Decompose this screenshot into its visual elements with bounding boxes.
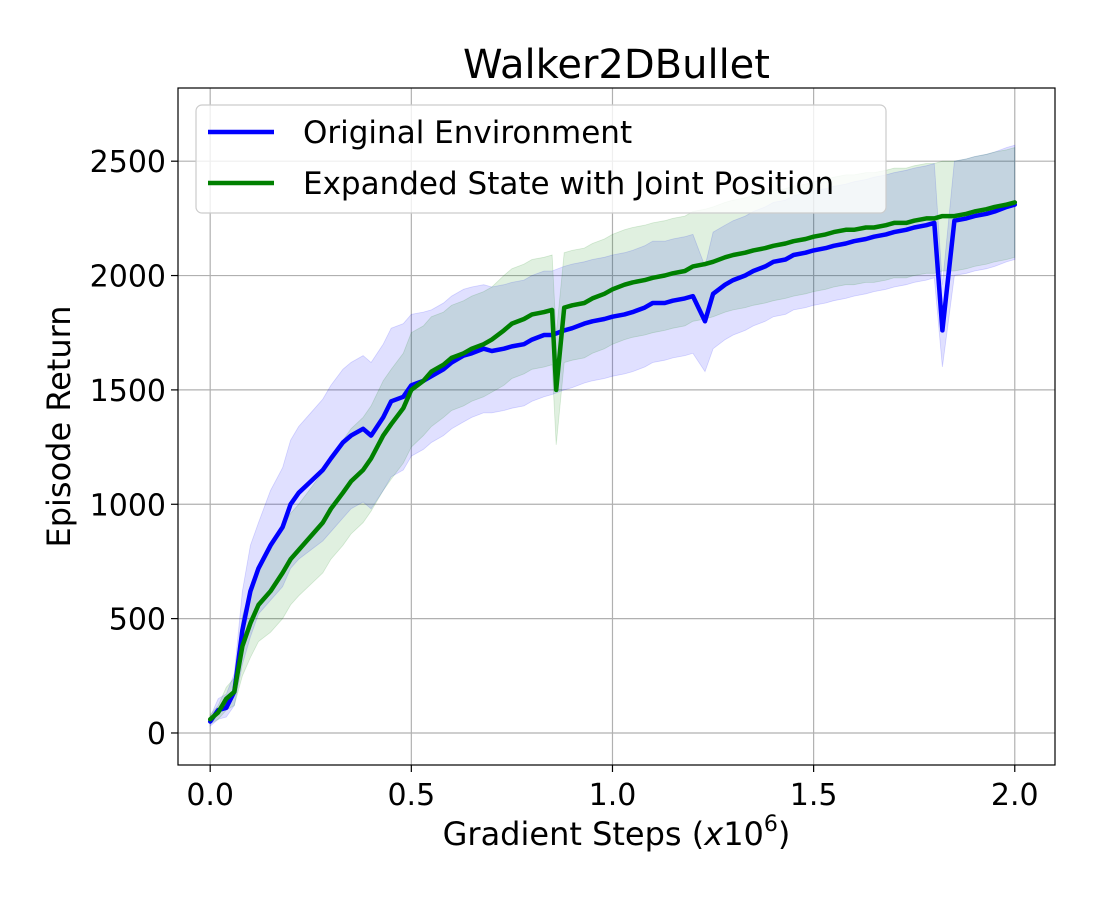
y-axis-label: Episode Return [40, 305, 78, 547]
plot-area [177, 87, 1056, 766]
legend-box [195, 104, 887, 214]
series-line-2 [207, 200, 1018, 722]
x-tick-label: 1.5 [790, 778, 838, 813]
y-axis-ticks: 0 500 1000 1500 2000 2500 [90, 145, 178, 752]
series-line-1 [207, 202, 1018, 724]
y-tick-label: 500 [109, 603, 166, 638]
x-tick-label: 1.0 [589, 778, 637, 813]
y-tick-label: 2000 [90, 260, 166, 295]
x-axis-label-exp: 6 [764, 812, 778, 837]
confidence-bands [209, 144, 1016, 727]
x-axis-label: Gradient Steps (x106) [443, 812, 791, 853]
x-axis-ticks: 0.0 0.5 1.0 1.5 2.0 [186, 765, 1039, 813]
x-axis-label-var: x [703, 815, 724, 853]
legend-label: Original Environment [303, 115, 632, 151]
x-axis-label-main: Gradient Steps ( [443, 815, 705, 853]
legend-label: Expanded State with Joint Position [303, 166, 834, 202]
x-axis-label-close: ) [778, 815, 790, 853]
y-tick-label: 0 [147, 717, 166, 752]
x-tick-label: 0.0 [186, 778, 234, 813]
series-lines [207, 200, 1018, 724]
legend: Original Environment Expanded State with … [195, 104, 887, 214]
x-tick-label: 2.0 [991, 778, 1039, 813]
confidence-band-1 [209, 144, 1016, 727]
x-axis-label-base: 10 [723, 815, 764, 853]
x-tick-label: 0.5 [387, 778, 435, 813]
y-tick-label: 1000 [90, 488, 166, 523]
y-tick-label: 2500 [90, 145, 166, 180]
confidence-band-2 [209, 146, 1016, 725]
chart-title: Walker2DBullet [463, 42, 770, 88]
y-tick-label: 1500 [90, 374, 166, 409]
